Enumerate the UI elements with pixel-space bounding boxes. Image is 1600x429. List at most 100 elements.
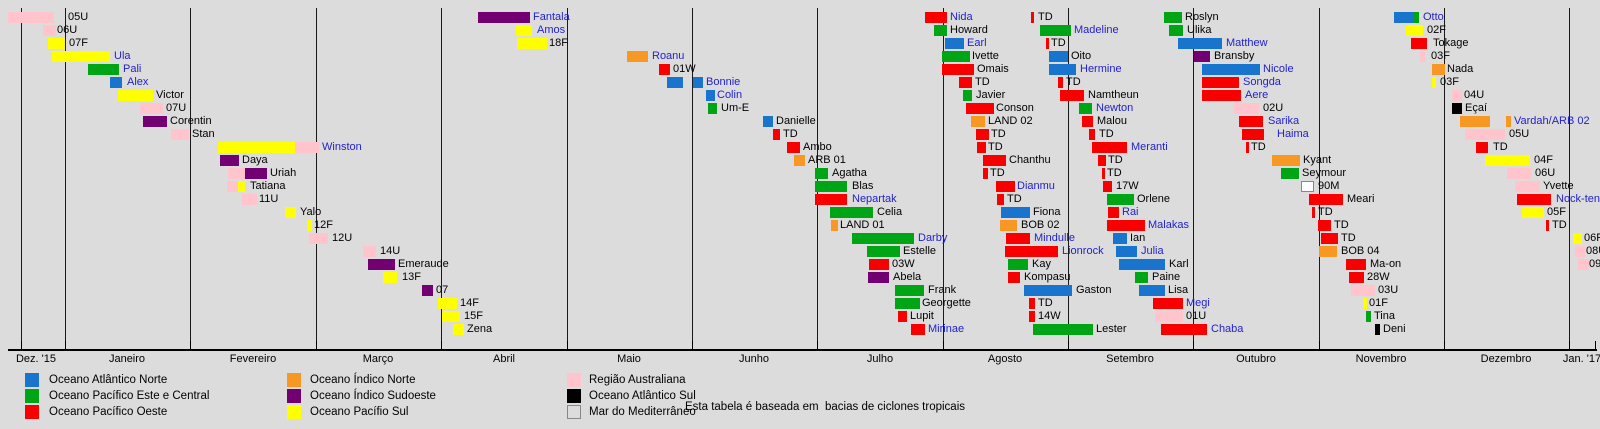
storm-label[interactable]: Nida: [950, 11, 973, 23]
storm-bar: [307, 220, 312, 231]
storm-bar: [285, 207, 296, 218]
storm-bar: [1046, 38, 1049, 49]
storm-label[interactable]: Winston: [322, 141, 362, 153]
storm-bar: [1107, 220, 1145, 231]
storm-bar: [925, 12, 947, 23]
storm-label: Deni: [1383, 323, 1406, 335]
storm-bar: [898, 311, 907, 322]
storm-bar: [1031, 12, 1034, 23]
storm-bar: [140, 103, 163, 114]
storm-label: 12F: [314, 219, 333, 231]
storm-bar: [1005, 246, 1058, 257]
storm-label: Uriah: [270, 167, 297, 179]
storm-label[interactable]: Julia: [1141, 245, 1164, 257]
storm-label: TD: [1552, 219, 1567, 231]
storm-bar: [442, 311, 460, 322]
storm-bar: [1312, 207, 1315, 218]
storm-label[interactable]: Rai: [1122, 206, 1139, 218]
storm-label: 02U: [1263, 102, 1284, 114]
storm-bar: [1029, 311, 1035, 322]
storm-bar: [1202, 90, 1241, 101]
storm-label[interactable]: Sarika: [1268, 115, 1300, 127]
storm-bar: [815, 194, 847, 205]
storm-label: Ian: [1130, 232, 1146, 244]
legend-swatch: [287, 405, 301, 419]
storm-label[interactable]: Haima: [1277, 128, 1309, 140]
storm-label[interactable]: Dianmu: [1017, 180, 1055, 192]
storm-bar: [971, 116, 985, 127]
storm-label[interactable]: Roanu: [652, 50, 685, 62]
storm-label[interactable]: Mindulle: [1034, 232, 1075, 244]
storm-bar: [945, 38, 964, 49]
storm-label: 01F: [1369, 297, 1388, 309]
storm-bar: [8, 12, 54, 23]
storm-label[interactable]: Megi: [1186, 297, 1210, 309]
storm-label: Kay: [1032, 258, 1051, 270]
storm-bar: [220, 155, 239, 166]
storm-label[interactable]: Nepartak: [852, 193, 897, 205]
storm-label[interactable]: Chaba: [1211, 323, 1244, 335]
storm-label[interactable]: Otto: [1423, 11, 1444, 23]
storm-label: Fiona: [1033, 206, 1061, 218]
storm-bar: [1000, 220, 1017, 231]
storm-label[interactable]: Mirinae: [928, 323, 965, 335]
storm-label[interactable]: Bonnie: [706, 76, 741, 88]
storm-label[interactable]: Meranti: [1131, 141, 1168, 153]
storm-label[interactable]: Newton: [1096, 102, 1134, 114]
month-label: Novembro: [1355, 353, 1407, 365]
storm-label: BOB 02: [1021, 219, 1060, 231]
storm-label[interactable]: Hermine: [1080, 63, 1122, 75]
storm-bar: [1098, 155, 1106, 166]
storm-label[interactable]: Nicole: [1263, 63, 1294, 75]
storm-bar: [309, 233, 328, 244]
storm-label: Zena: [467, 323, 493, 335]
storm-label: 08U: [1586, 245, 1600, 257]
storm-bar: [815, 181, 847, 192]
storm-bar: [942, 64, 974, 75]
storm-label[interactable]: Colin: [717, 89, 743, 101]
storm-label: Blas: [852, 180, 874, 192]
legend-label: Oceano Pacífico Oeste: [49, 406, 168, 418]
month-label: Dez. '15: [15, 353, 56, 365]
storm-label: TD: [1334, 219, 1349, 231]
storm-bar: [667, 77, 683, 88]
storm-label[interactable]: Earl: [967, 37, 987, 49]
storm-label[interactable]: Nock-ten: [1556, 193, 1600, 205]
storm-label: Daya: [242, 154, 268, 166]
storm-label[interactable]: Fantala: [533, 11, 570, 23]
storm-bar: [110, 77, 122, 88]
storm-label[interactable]: Lionrock: [1062, 245, 1104, 257]
storm-label[interactable]: Vardah/ARB 02: [1514, 115, 1590, 127]
storm-label: Oito: [1071, 50, 1092, 62]
storm-label[interactable]: Malakas: [1148, 219, 1189, 231]
storm-label[interactable]: Amos: [537, 24, 566, 36]
storm-bar: [245, 168, 267, 179]
storm-label[interactable]: Alex: [127, 76, 149, 88]
storm-bar: [516, 25, 532, 36]
storm-label[interactable]: Matthew: [1226, 37, 1268, 49]
storm-bar: [438, 298, 457, 309]
legend-swatch: [25, 389, 39, 403]
storm-label[interactable]: Pali: [123, 63, 142, 75]
storm-bar: [868, 272, 889, 283]
storm-bar: [383, 272, 397, 283]
storm-label: TD: [988, 141, 1003, 153]
storm-label[interactable]: Ula: [114, 50, 131, 62]
storm-label: Agatha: [832, 167, 867, 179]
storm-label: 06U: [1535, 167, 1556, 179]
storm-bar: [143, 116, 167, 127]
storm-bar: [1515, 181, 1540, 192]
storm-bar: [1006, 233, 1030, 244]
storm-label[interactable]: Darby: [918, 232, 948, 244]
storm-bar: [911, 324, 925, 335]
storm-label: Corentin: [170, 115, 212, 127]
storm-label: Georgette: [922, 297, 971, 309]
storm-label[interactable]: Aere: [1245, 89, 1269, 101]
legend-swatch: [25, 405, 39, 419]
axis-tick: [1595, 341, 1596, 350]
storm-label[interactable]: Songda: [1243, 76, 1281, 88]
storm-label[interactable]: Madeline: [1074, 24, 1119, 36]
storm-label: Danielle: [776, 115, 816, 127]
month-gridline: [21, 8, 22, 350]
storm-bar: [228, 168, 245, 179]
